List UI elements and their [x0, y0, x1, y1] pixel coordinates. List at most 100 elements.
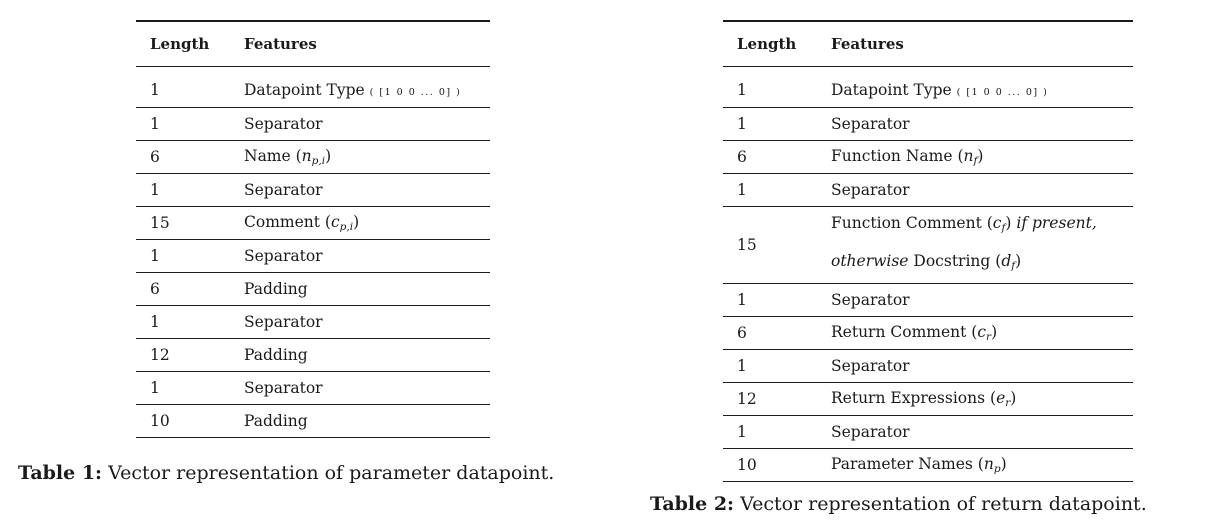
feature-cell: Separator	[230, 173, 490, 207]
length-cell: 12	[136, 338, 230, 372]
table-row: 1 Separator	[136, 173, 490, 207]
length-cell: 15	[136, 206, 230, 240]
length-cell: 1	[723, 415, 817, 449]
feature-text: Return Expressions	[831, 389, 986, 407]
feature-text: Return Comment	[831, 323, 967, 341]
feature-text: Comment	[244, 213, 320, 231]
math-subscript: r	[986, 331, 992, 343]
length-cell: 6	[723, 316, 817, 350]
table-row: 10 Padding	[136, 404, 490, 438]
math-subscript: f	[1001, 222, 1006, 234]
feature-cell: Separator	[817, 107, 1133, 141]
feature-text: Function Name	[831, 147, 953, 165]
length-cell: 1	[136, 239, 230, 273]
column-header-length: Length	[723, 20, 817, 67]
math-subscript: f	[1011, 260, 1016, 272]
feature-text: Docstring	[913, 252, 991, 270]
feature-cell: Return Comment (cr)	[817, 316, 1133, 350]
feature-text: Function Comment	[831, 214, 982, 232]
table-row: 1 Separator	[136, 371, 490, 405]
length-cell: 1	[723, 173, 817, 207]
math-subscript: p,i	[311, 155, 326, 167]
table-row: 10 Parameter Names (np)	[723, 448, 1133, 482]
math-symbol: d	[1001, 252, 1012, 270]
caption-text: Vector representation of parameter datap…	[108, 462, 555, 484]
math-symbol: n	[963, 147, 974, 165]
feature-text: Datapoint Type	[244, 81, 365, 99]
math-symbol: c	[330, 213, 340, 231]
feature-cell: Padding	[230, 272, 490, 306]
condition-text: otherwise	[831, 252, 909, 270]
table-header-row: Length Features	[723, 20, 1133, 67]
math-subscript: p,i	[339, 221, 354, 233]
length-cell: 1	[136, 305, 230, 339]
math-subscript: f	[973, 155, 978, 167]
length-cell: 1	[136, 371, 230, 405]
table-header-row: Length Features	[136, 20, 490, 67]
column-header-features: Features	[230, 20, 490, 67]
column-header-length: Length	[136, 20, 230, 67]
table-row: 1 Separator	[723, 107, 1133, 141]
feature-text: Parameter Names	[831, 455, 973, 473]
length-cell: 6	[136, 140, 230, 174]
length-cell: 10	[136, 404, 230, 438]
table-2: Length Features 1 Datapoint Type ( [1 0 …	[723, 20, 1133, 482]
table-row: 12 Return Expressions (er)	[723, 382, 1133, 416]
table-row: 1 Separator	[723, 415, 1133, 449]
feature-cell: Padding	[230, 404, 490, 438]
column-header-features: Features	[817, 20, 1133, 67]
length-cell: 1	[723, 349, 817, 383]
math-symbol: e	[996, 389, 1006, 407]
table-row: 1 Separator	[136, 107, 490, 141]
feature-cell: Separator	[230, 305, 490, 339]
length-cell: 6	[136, 272, 230, 306]
feature-cell: Datapoint Type ( [1 0 0 ... 0] )	[817, 66, 1133, 108]
table-row: 6 Name (np,i)	[136, 140, 490, 174]
feature-cell: Datapoint Type ( [1 0 0 ... 0] )	[230, 66, 490, 108]
feature-cell: Name (np,i)	[230, 140, 490, 174]
math-subscript: p	[993, 463, 1001, 475]
feature-cell: Comment (cp,i)	[230, 206, 490, 240]
length-cell: 15	[723, 206, 817, 284]
table-row: 6 Padding	[136, 272, 490, 306]
feature-cell: Separator	[817, 415, 1133, 449]
table-1-caption: Table 1: Vector representation of parame…	[18, 462, 554, 484]
feature-cell: Padding	[230, 338, 490, 372]
feature-cell: Function Comment (cf) if present, otherwi…	[817, 206, 1133, 284]
table-row: 1 Datapoint Type ( [1 0 0 ... 0] )	[136, 66, 490, 108]
length-cell: 1	[136, 107, 230, 141]
feature-cell: Separator	[230, 371, 490, 405]
math-symbol: n	[983, 455, 994, 473]
caption-label: Table 2:	[650, 493, 735, 515]
caption-label: Table 1:	[18, 462, 103, 484]
table-row: 1 Separator	[136, 305, 490, 339]
feature-text: Name	[244, 147, 291, 165]
math-symbol: n	[301, 147, 312, 165]
table-1: Length Features 1 Datapoint Type ( [1 0 …	[136, 20, 490, 438]
feature-cell: Separator	[230, 107, 490, 141]
math-symbol: c	[977, 323, 987, 341]
table-row: 1 Separator	[136, 239, 490, 273]
one-hot-vector: [1 0 0 ... 0]	[379, 87, 452, 98]
table-row: 1 Datapoint Type ( [1 0 0 ... 0] )	[723, 66, 1133, 108]
table-row: 6 Return Comment (cr)	[723, 316, 1133, 350]
table-2-caption: Table 2: Vector representation of return…	[650, 493, 1147, 515]
condition-text: if present,	[1016, 214, 1097, 232]
feature-cell: Function Name (nf)	[817, 140, 1133, 174]
table-row: 15 Comment (cp,i)	[136, 206, 490, 240]
feature-cell: Parameter Names (np)	[817, 448, 1133, 482]
length-cell: 10	[723, 448, 817, 482]
math-subscript: r	[1005, 397, 1011, 409]
table-row: 1 Separator	[723, 349, 1133, 383]
table-row: 12 Padding	[136, 338, 490, 372]
length-cell: 1	[723, 107, 817, 141]
table-row: 15 Function Comment (cf) if present, othe…	[723, 206, 1133, 284]
length-cell: 1	[723, 283, 817, 317]
length-cell: 1	[136, 66, 230, 108]
table-row: 1 Separator	[723, 173, 1133, 207]
length-cell: 1	[136, 173, 230, 207]
feature-cell: Return Expressions (er)	[817, 382, 1133, 416]
one-hot-vector: [1 0 0 ... 0]	[966, 87, 1039, 98]
table-row: 6 Function Name (nf)	[723, 140, 1133, 174]
length-cell: 6	[723, 140, 817, 174]
